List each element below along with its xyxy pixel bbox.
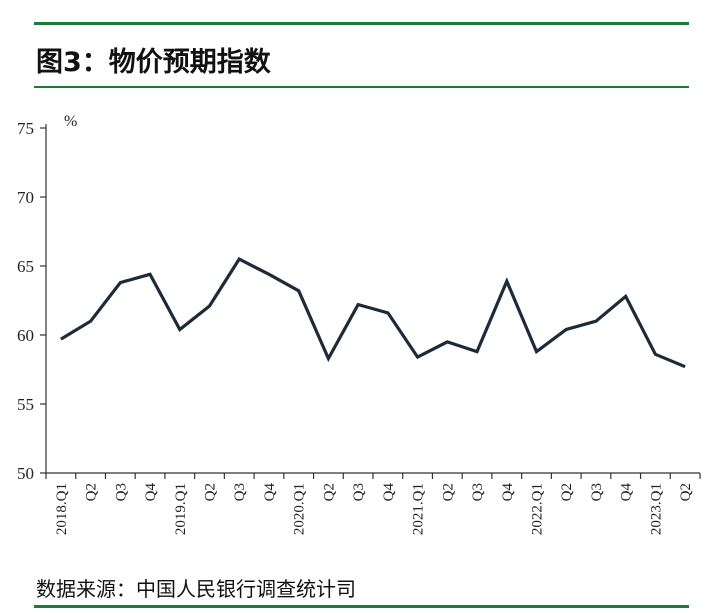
x-tick-label: Q2 <box>678 483 694 501</box>
y-tick-label: 75 <box>17 119 34 138</box>
x-tick-label: Q4 <box>143 483 159 502</box>
x-tick-label: Q2 <box>203 483 219 501</box>
x-tick-label: 2021.Q1 <box>411 483 427 535</box>
x-tick-label: Q4 <box>619 483 635 502</box>
data-source-note: 数据来源：中国人民银行调查统计司 <box>36 577 356 601</box>
title-rule <box>34 86 689 88</box>
bottom-rule <box>34 605 689 608</box>
y-unit-label: % <box>64 113 77 130</box>
x-tick-label: 2018.Q1 <box>54 483 70 535</box>
x-tick-label: Q3 <box>351 483 367 501</box>
x-tick-label: Q3 <box>232 483 248 501</box>
x-tick-label: 2020.Q1 <box>292 483 308 535</box>
series-lines <box>60 257 686 369</box>
y-tick-label: 55 <box>17 395 34 414</box>
chart-axes <box>45 124 700 474</box>
x-tick-label: Q3 <box>113 483 129 501</box>
x-axis-ticks: 2018.Q1 Q2 Q3 Q4 2019.Q1 Q2 Q3 Q4 2020.Q1 Q2 Q3 Q4 2… <box>45 473 701 535</box>
x-tick-label: 2023.Q1 <box>648 483 664 535</box>
x-tick-label: Q3 <box>470 483 486 501</box>
y-axis-ticks: 50 55 60 65 70 75 <box>17 119 46 483</box>
y-tick-label: 65 <box>17 257 34 276</box>
series-line <box>60 257 686 369</box>
x-tick-label: Q2 <box>84 483 100 501</box>
top-rule <box>34 22 689 25</box>
x-tick-label: Q2 <box>440 483 456 501</box>
x-tick-label: 2022.Q1 <box>530 483 546 535</box>
y-tick-label: 60 <box>17 326 34 345</box>
x-tick-label: Q2 <box>559 483 575 501</box>
x-tick-label: 2019.Q1 <box>173 483 189 535</box>
x-tick-label: Q4 <box>262 483 278 502</box>
x-tick-label: Q4 <box>381 483 397 502</box>
y-tick-label: 70 <box>17 188 34 207</box>
chart-title: 图3：物价预期指数 <box>36 47 271 78</box>
x-tick-label: Q4 <box>500 483 516 502</box>
x-tick-label: Q3 <box>589 483 605 501</box>
x-tick-label: Q2 <box>321 483 337 501</box>
y-tick-label: 50 <box>17 464 34 483</box>
